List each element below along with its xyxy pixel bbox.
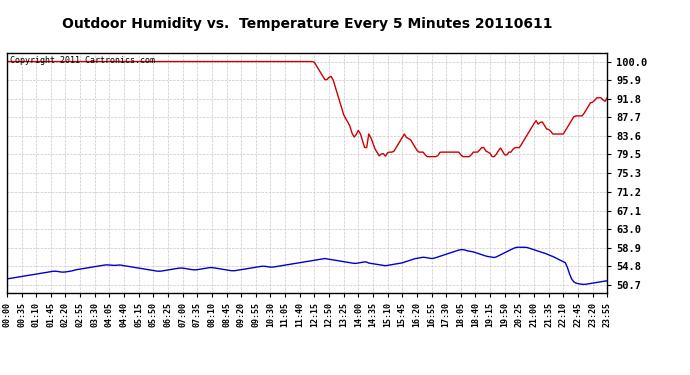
Text: Copyright 2011 Cartronics.com: Copyright 2011 Cartronics.com (10, 56, 155, 65)
Text: Outdoor Humidity vs.  Temperature Every 5 Minutes 20110611: Outdoor Humidity vs. Temperature Every 5… (62, 17, 552, 31)
